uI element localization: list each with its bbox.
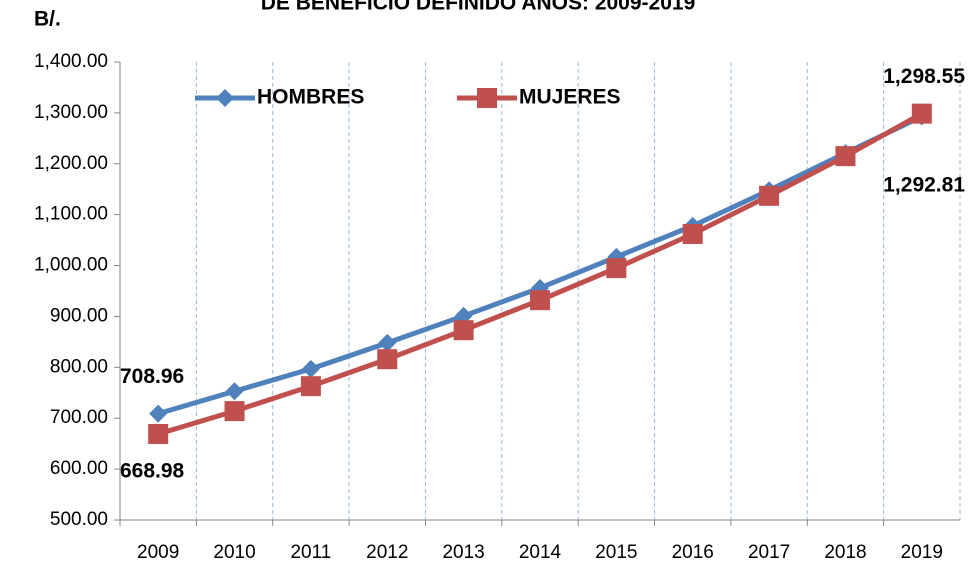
x-tick-label: 2019	[901, 542, 943, 563]
x-tick-label: 2013	[442, 542, 484, 563]
x-tick-label: 2017	[748, 542, 790, 563]
y-tick-label: 500.00	[50, 509, 108, 530]
y-axis-label: B/.	[34, 8, 61, 31]
data-point	[148, 424, 169, 445]
y-tick-label: 700.00	[50, 407, 108, 428]
data-point	[453, 320, 474, 341]
chart-title: DE BENEFICIO DEFINIDO AÑOS: 2009-2019	[261, 0, 696, 15]
y-tick-label: 1,000.00	[34, 255, 108, 276]
legend-marker	[216, 89, 234, 107]
y-tick-label: 1,400.00	[34, 51, 108, 72]
data-point	[378, 333, 397, 352]
x-tick-label: 2016	[672, 542, 714, 563]
y-tick-label: 1,100.00	[34, 204, 108, 225]
x-tick-label: 2015	[595, 542, 637, 563]
y-tick-label: 800.00	[50, 356, 108, 377]
x-tick-label: 2010	[213, 542, 255, 563]
legend-label: HOMBRES	[257, 86, 364, 109]
data-point	[224, 401, 245, 422]
data-point	[835, 146, 856, 167]
y-tick-label: 600.00	[50, 458, 108, 479]
data-label: 668.98	[120, 460, 185, 483]
x-tick-label: 2018	[824, 542, 866, 563]
legend-marker	[477, 88, 497, 108]
y-tick-label: 900.00	[50, 305, 108, 326]
data-label: 1,298.55	[883, 65, 965, 88]
data-label: 1,292.81	[883, 174, 965, 197]
y-tick-label: 1,300.00	[34, 102, 108, 123]
y-tick-label: 1,200.00	[34, 153, 108, 174]
data-point	[225, 382, 244, 401]
data-point	[759, 185, 780, 206]
data-label: 708.96	[120, 365, 184, 388]
data-point	[911, 103, 932, 124]
data-point	[530, 290, 550, 311]
data-point	[682, 224, 703, 245]
data-point	[301, 359, 320, 378]
data-point	[149, 404, 168, 423]
legend-label: MUJERES	[519, 86, 621, 109]
x-tick-label: 2011	[290, 542, 331, 563]
data-point	[377, 349, 398, 370]
x-tick-label: 2009	[137, 542, 179, 563]
data-point	[606, 258, 627, 279]
data-point	[300, 376, 321, 397]
x-tick-label: 2012	[366, 542, 408, 563]
x-tick-label: 2014	[519, 542, 562, 563]
